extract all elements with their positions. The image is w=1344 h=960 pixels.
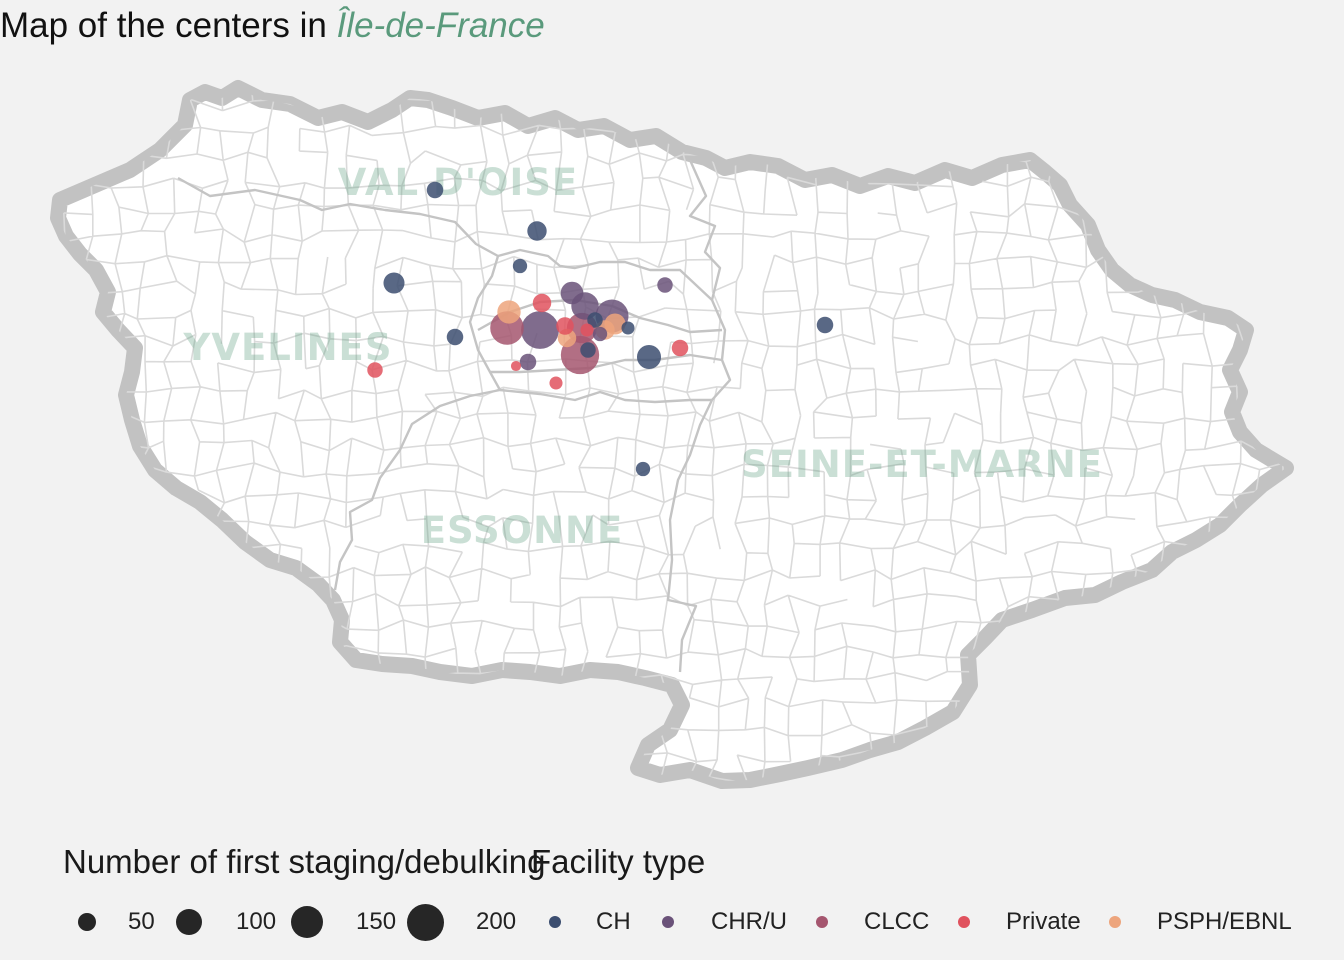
department-label: VAL D'OISE (338, 161, 578, 204)
center-markers (367, 181, 834, 477)
map-title: Map of the centers in Île-de-France (0, 6, 545, 46)
legend-keys: 50 100 150 200 CH CHR/U CLCC Private PSPH/EBNL (0, 900, 1344, 944)
type-legend-dot (1109, 916, 1121, 928)
map-title-region: Île-de-France (336, 6, 545, 45)
department-border-1 (688, 159, 722, 301)
center-marker (521, 311, 559, 349)
center-marker (519, 353, 537, 371)
type-legend-dot (958, 916, 970, 928)
size-legend-key (77, 900, 97, 944)
department-border-2 (333, 255, 502, 591)
center-marker (592, 326, 608, 342)
center-marker (636, 344, 662, 370)
center-marker (580, 342, 596, 358)
center-marker (367, 362, 383, 378)
size-legend-dot (175, 908, 203, 936)
type-legend-key (958, 900, 970, 944)
size-legend-label: 200 (476, 908, 517, 935)
type-legend-key (1109, 900, 1121, 944)
type-legend-title: Facility type (531, 843, 706, 880)
type-legend-dot (549, 916, 561, 928)
center-marker (635, 461, 651, 477)
size-legend-dot (291, 906, 323, 938)
center-marker (621, 321, 635, 335)
center-marker (816, 316, 834, 334)
type-legend-label: Private (1006, 908, 1081, 935)
map-title-prefix: Map of the centers in (0, 6, 327, 45)
size-legend-key (406, 900, 444, 944)
center-marker (383, 272, 405, 294)
department-border-0 (177, 176, 499, 258)
center-marker (512, 258, 528, 274)
size-legend-label: 150 (356, 908, 397, 935)
size-legend-key (291, 900, 323, 944)
type-legend-key (662, 900, 674, 944)
center-marker (580, 323, 594, 337)
type-legend-label: CH (596, 908, 631, 935)
size-legend-key (175, 900, 203, 944)
type-legend-dot (662, 916, 674, 928)
department-border-3 (666, 299, 732, 673)
center-marker (560, 281, 584, 305)
department-border-7 (490, 353, 723, 374)
center-marker (549, 376, 563, 390)
center-marker (527, 221, 547, 241)
center-marker (426, 181, 444, 199)
center-marker (532, 293, 552, 313)
center-marker (671, 339, 689, 357)
type-legend-key (549, 900, 561, 944)
department-border-4 (499, 388, 712, 404)
size-legend-dot (406, 903, 444, 941)
center-marker (510, 360, 522, 372)
size-legend-dot (77, 912, 97, 932)
commune-boundaries (58, 88, 1286, 781)
type-legend-dot (816, 916, 828, 928)
center-marker (587, 312, 603, 328)
department-border-5 (497, 248, 713, 301)
ile-de-france-map: VAL D'OISE YVELINES ESSONNE SEINE-ET-MARNE (50, 80, 1294, 789)
size-legend-label: 50 (128, 908, 155, 935)
center-marker (657, 277, 673, 293)
type-legend-label: PSPH/EBNL (1157, 908, 1292, 935)
type-legend-label: CLCC (864, 908, 930, 935)
center-marker (556, 317, 574, 335)
center-marker (446, 328, 464, 346)
department-label: YVELINES (183, 326, 393, 369)
size-legend-label: 100 (236, 908, 277, 935)
department-label: SEINE-ET-MARNE (741, 443, 1103, 486)
type-legend-label: CHR/U (711, 908, 787, 935)
department-label: ESSONNE (421, 509, 624, 552)
size-legend-title: Number of first staging/debulking (63, 843, 546, 880)
type-legend-key (816, 900, 828, 944)
center-marker (497, 300, 521, 324)
department-labels: VAL D'OISE YVELINES ESSONNE SEINE-ET-MARNE (183, 161, 1103, 552)
